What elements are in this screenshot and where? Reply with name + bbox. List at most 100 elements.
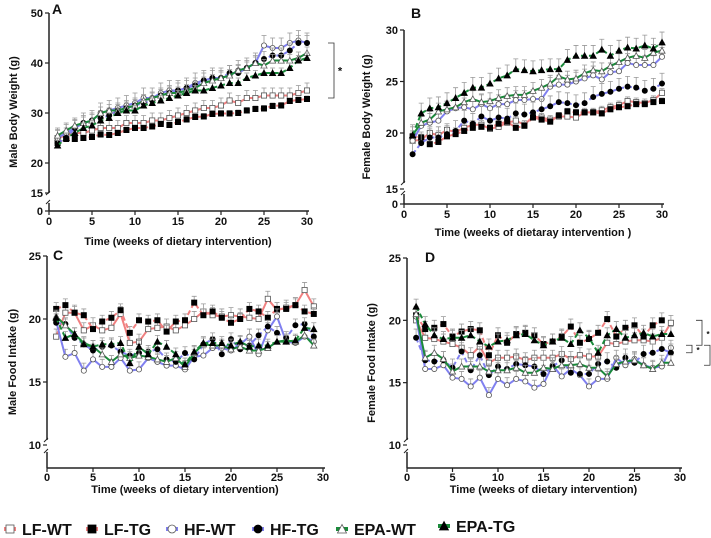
legend-item-lf-tg: LF-TG (86, 522, 151, 538)
legend-label: LF-TG (104, 522, 151, 538)
data-point (540, 380, 547, 387)
data-point (531, 384, 538, 391)
data-point (624, 59, 631, 66)
data-point (631, 337, 638, 344)
series-hf-tg (409, 72, 666, 158)
data-point (260, 92, 267, 99)
data-point (564, 81, 571, 88)
data-point (486, 124, 493, 131)
x-tick-label: 15 (179, 472, 191, 484)
data-point (282, 337, 290, 345)
data-point (659, 53, 666, 60)
data-point (521, 330, 530, 338)
data-point (174, 112, 181, 119)
data-point (504, 354, 511, 361)
data-point (264, 295, 271, 302)
data-point (585, 363, 593, 371)
legend-item-hf-tg: HF-TG (252, 522, 319, 538)
y-tick-label: 30 (386, 25, 398, 37)
data-point (658, 46, 666, 54)
series-line (411, 56, 663, 142)
series-epa-tg (52, 311, 318, 368)
data-point (589, 66, 597, 74)
data-point (564, 100, 571, 107)
data-point (273, 337, 281, 345)
data-point (135, 342, 143, 350)
data-point (633, 84, 640, 91)
data-point (117, 307, 124, 314)
data-point (209, 105, 216, 112)
data-point (460, 98, 468, 106)
data-point (174, 91, 182, 99)
data-point (572, 74, 580, 82)
data-point (595, 375, 602, 382)
data-point (99, 318, 106, 325)
data-point (273, 313, 280, 320)
data-point (486, 117, 493, 124)
data-point (621, 357, 630, 365)
data-point (633, 101, 640, 108)
data-point (422, 365, 429, 372)
data-point (108, 324, 115, 331)
y-axis-label: Male Body Weight (g) (8, 56, 20, 168)
data-point (503, 366, 511, 374)
data-point (477, 83, 486, 91)
data-point (268, 56, 277, 64)
data-point (667, 358, 675, 366)
data-point (301, 308, 308, 315)
data-point (476, 374, 483, 381)
data-point (461, 127, 468, 134)
panel-A: 0 5 10 15 20 25 30 0 15 20 30 40 50 Time (weeks of di… (8, 1, 343, 248)
data-point (108, 363, 115, 370)
significance-label: * (706, 330, 710, 339)
data-point (443, 99, 451, 107)
data-point (573, 109, 580, 116)
data-point (131, 106, 139, 114)
x-tick-label: 30 (317, 472, 329, 484)
data-point (555, 112, 562, 119)
data-point (503, 336, 511, 344)
data-point (648, 365, 657, 372)
data-point (208, 339, 217, 346)
series-line (411, 49, 663, 136)
y-tick-label: 20 (29, 314, 41, 326)
data-point (478, 113, 485, 120)
data-point (277, 56, 285, 64)
series-epa-tg (53, 52, 311, 149)
data-point (98, 340, 106, 348)
data-point (227, 345, 235, 353)
data-point (580, 69, 589, 77)
data-point (598, 67, 606, 75)
data-point (622, 324, 629, 331)
data-point (632, 44, 640, 52)
data-point (458, 375, 465, 382)
data-point (181, 350, 188, 357)
data-point (590, 109, 597, 116)
data-point (252, 95, 259, 102)
data-point (648, 332, 657, 340)
data-point (598, 110, 605, 117)
data-point (71, 350, 78, 357)
data-point (417, 118, 425, 126)
data-point (105, 114, 113, 121)
x-tick-label: 5 (89, 216, 95, 228)
data-point (585, 333, 593, 341)
x-tick-label: 25 (613, 209, 625, 221)
data-point (469, 106, 476, 113)
data-point (529, 86, 537, 94)
series-lf-tg (413, 307, 665, 359)
data-point (412, 302, 420, 310)
data-point (564, 108, 571, 115)
data-point (650, 99, 657, 106)
data-point (639, 328, 648, 336)
data-point (658, 317, 665, 324)
data-point (504, 101, 511, 108)
data-point (62, 309, 69, 316)
data-point (434, 107, 443, 115)
data-point (476, 337, 484, 345)
data-point (90, 356, 97, 363)
data-point (604, 339, 611, 346)
data-point (641, 41, 649, 49)
data-point (191, 356, 198, 363)
data-point (567, 369, 574, 376)
